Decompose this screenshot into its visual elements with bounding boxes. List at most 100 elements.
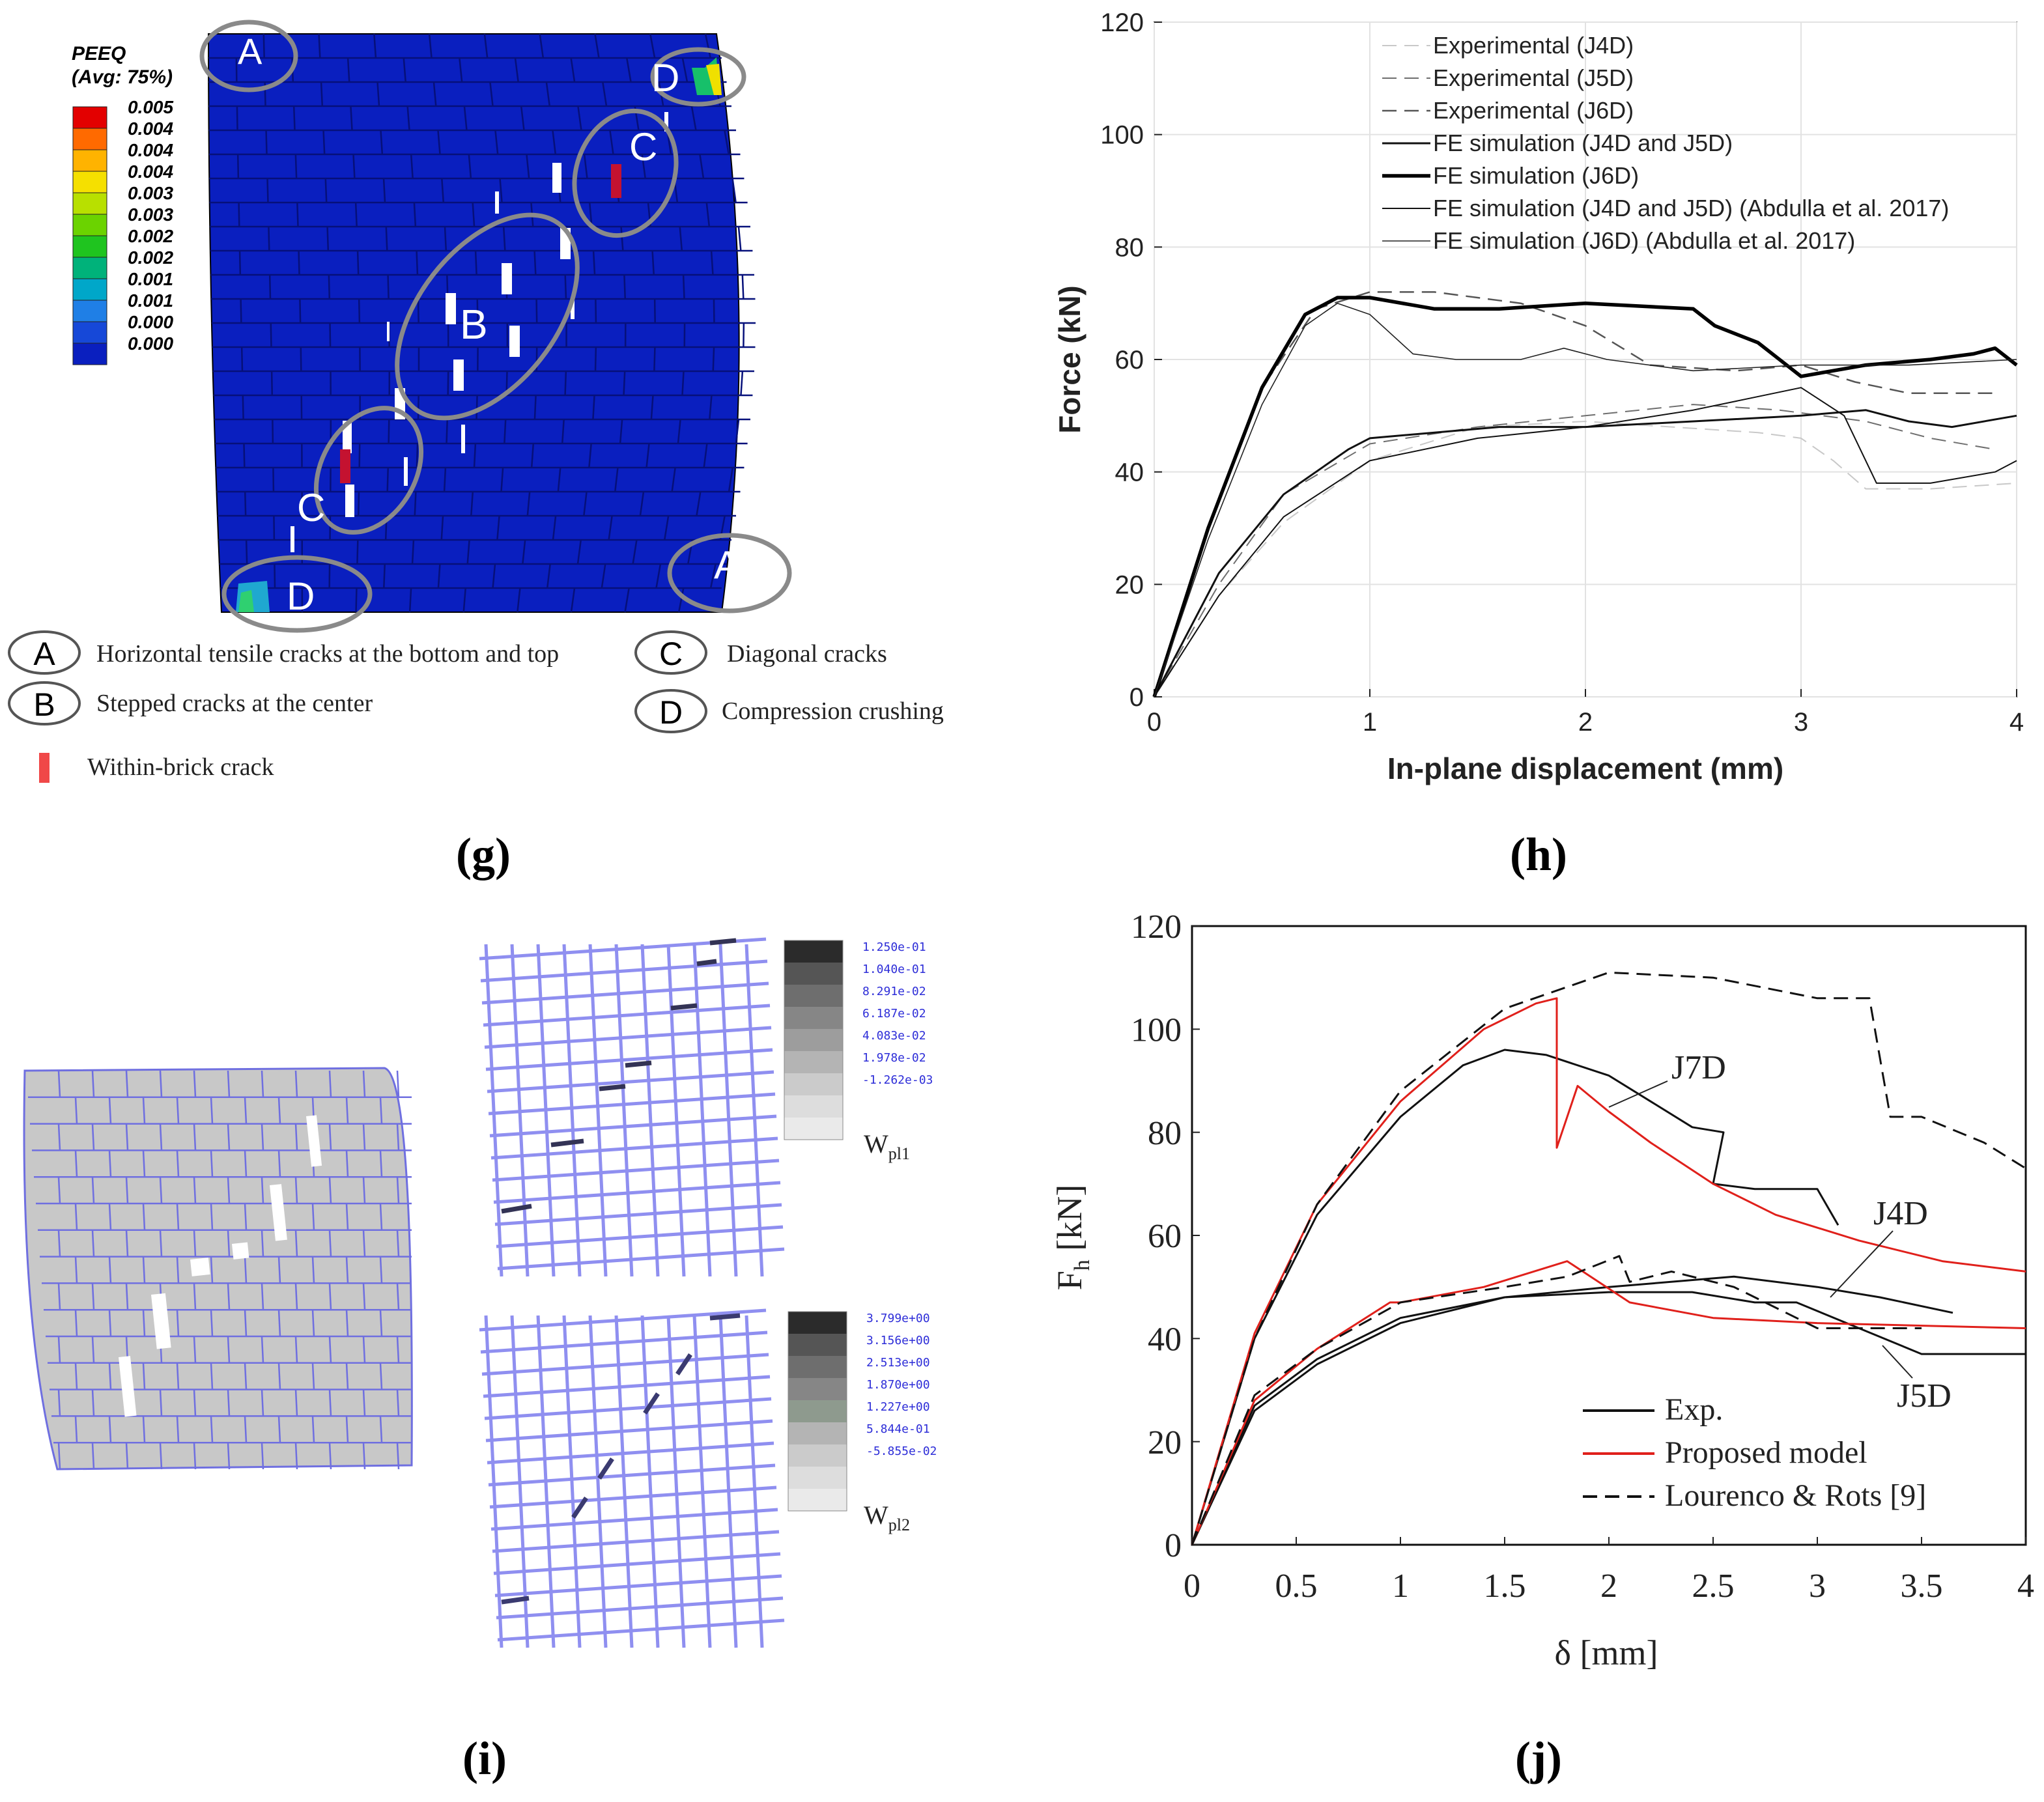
mesh-head-joint	[502, 226, 506, 251]
chart-h-ylabel: Force (kN)	[1053, 285, 1086, 433]
lattice-head	[536, 1315, 556, 1648]
wall-crack-gap	[151, 1293, 171, 1349]
legend-label-2: Proposed model	[1665, 1435, 1867, 1470]
wall-head-joint	[277, 1150, 281, 1177]
wall-head-joint	[210, 1203, 214, 1230]
region-c-bottom	[313, 406, 424, 535]
wall-head-joint	[345, 1310, 349, 1337]
wall-head-joint	[125, 1123, 129, 1151]
mesh-head-joint	[546, 563, 551, 589]
crushing-zone-bottom-peak	[238, 590, 254, 612]
wall-head-joint	[125, 1283, 129, 1310]
lattice-damage	[550, 1138, 584, 1147]
colorbar-swatch	[788, 1356, 847, 1378]
colorbar-value: 3.799e+00	[866, 1312, 930, 1325]
x-tick-label: 3.5	[1901, 1568, 1943, 1605]
x-tick-label: 2.5	[1692, 1568, 1735, 1605]
y-tick-label: 20	[1148, 1424, 1182, 1461]
peeq-legend-value: 0.001	[128, 290, 173, 311]
mesh-head-joint	[576, 539, 582, 565]
legend-label-1: Experimental (J4D)	[1433, 32, 1634, 59]
wall-head-joint	[396, 1123, 400, 1151]
mesh-head-joint	[710, 250, 714, 275]
colorbar-value: 8.291e-02	[862, 985, 926, 998]
lattice-bed	[480, 959, 768, 983]
wall-head-joint	[74, 1203, 78, 1230]
wall-head-joint	[142, 1310, 146, 1337]
mesh-head-joint	[526, 154, 530, 179]
lattice-damage	[709, 1313, 741, 1321]
lattice-head	[588, 1315, 608, 1648]
series-line-2	[1154, 404, 1996, 697]
mesh-head-joint	[410, 154, 414, 179]
region-a-top-letter: A	[238, 31, 263, 72]
mesh-head-joint	[741, 274, 745, 300]
stepped-crack	[502, 263, 512, 294]
wall-head-joint	[244, 1097, 248, 1124]
mesh-head-joint	[561, 419, 565, 444]
mesh-head-joint	[468, 154, 472, 179]
mesh-head-joint	[466, 539, 470, 565]
colorbar-swatch	[788, 1378, 847, 1400]
x-tick-label: 1	[1392, 1568, 1409, 1605]
annotation-j4d: J4D	[1873, 1195, 1928, 1232]
region-d-top	[650, 47, 746, 107]
wall-head-joint	[159, 1230, 163, 1257]
lattice-damage	[501, 1596, 530, 1605]
wall-head-joint	[362, 1443, 366, 1470]
mesh-head-joint	[408, 587, 412, 613]
y-tick-label: 100	[1100, 121, 1144, 150]
mesh-head-joint	[416, 250, 419, 275]
lattice-bed	[481, 1353, 769, 1376]
mesh-head-joint	[444, 226, 447, 251]
panel-label-h: (h)	[1510, 828, 1567, 880]
region-d-top-letter: D	[651, 56, 679, 100]
x-tick-label: 4	[2009, 708, 2024, 737]
colorbar-value: 6.187e-02	[862, 1007, 926, 1021]
mesh-head-joint	[709, 563, 717, 589]
wall-head-joint	[210, 1256, 214, 1284]
region-a-bottom	[667, 533, 792, 613]
mesh-head-joint	[320, 81, 324, 107]
legend-a-ring	[8, 630, 81, 675]
peeq-color-swatch	[72, 300, 107, 322]
wall-head-joint	[74, 1416, 78, 1443]
chart-h-legend: Experimental (J4D) Experimental (J5D) Expe…	[1382, 32, 1949, 254]
wall-head-joint	[362, 1123, 366, 1151]
mesh-head-joint	[437, 563, 441, 589]
wall-head-joint	[396, 1070, 400, 1097]
colorbar-value: -1.262e-03	[862, 1073, 933, 1087]
wall-head-joint	[176, 1362, 180, 1390]
mesh-head-joint	[382, 178, 386, 203]
legend-b-text: Stepped cracks at the center	[96, 690, 373, 717]
mesh-head-joint	[703, 443, 708, 468]
lattice-bed	[479, 1308, 767, 1332]
wall-head-joint	[210, 1362, 214, 1390]
stepped-crack	[552, 163, 561, 193]
x-tick-label: 0	[1184, 1568, 1200, 1605]
lattice-bed	[494, 1574, 782, 1598]
wall-head-joint	[261, 1230, 264, 1257]
deformed-wall	[23, 1067, 413, 1471]
wall-head-joint	[311, 1203, 315, 1230]
peeq-legend-value: 0.002	[128, 226, 173, 246]
lattice-bed	[483, 1375, 771, 1398]
mesh-head-joint	[624, 587, 630, 613]
wall-head-joint	[261, 1389, 264, 1416]
mesh-head-joint	[274, 563, 276, 589]
wall-head-joint	[328, 1070, 332, 1097]
wall-head-joint	[227, 1336, 231, 1363]
within-brick-crack-top	[611, 164, 621, 198]
colorbar-frame	[784, 940, 844, 1140]
wall-crack-gap	[232, 1242, 249, 1260]
peeq-color-swatch	[72, 278, 107, 301]
mesh-head-joint	[376, 81, 380, 107]
legend-a-letter: A	[33, 636, 55, 672]
colorbar-2: 3.799e+00 3.156e+00 2.513e+00 1.870e+00 1.22…	[788, 1311, 937, 1512]
mesh-head-joint	[681, 57, 688, 83]
wall-head-joint	[277, 1416, 281, 1443]
peeq-color-swatch	[72, 128, 107, 150]
panel-i: 1.250e-01 1.040e-01 8.291e-02 6.187e-02 4.08…	[23, 937, 937, 1784]
